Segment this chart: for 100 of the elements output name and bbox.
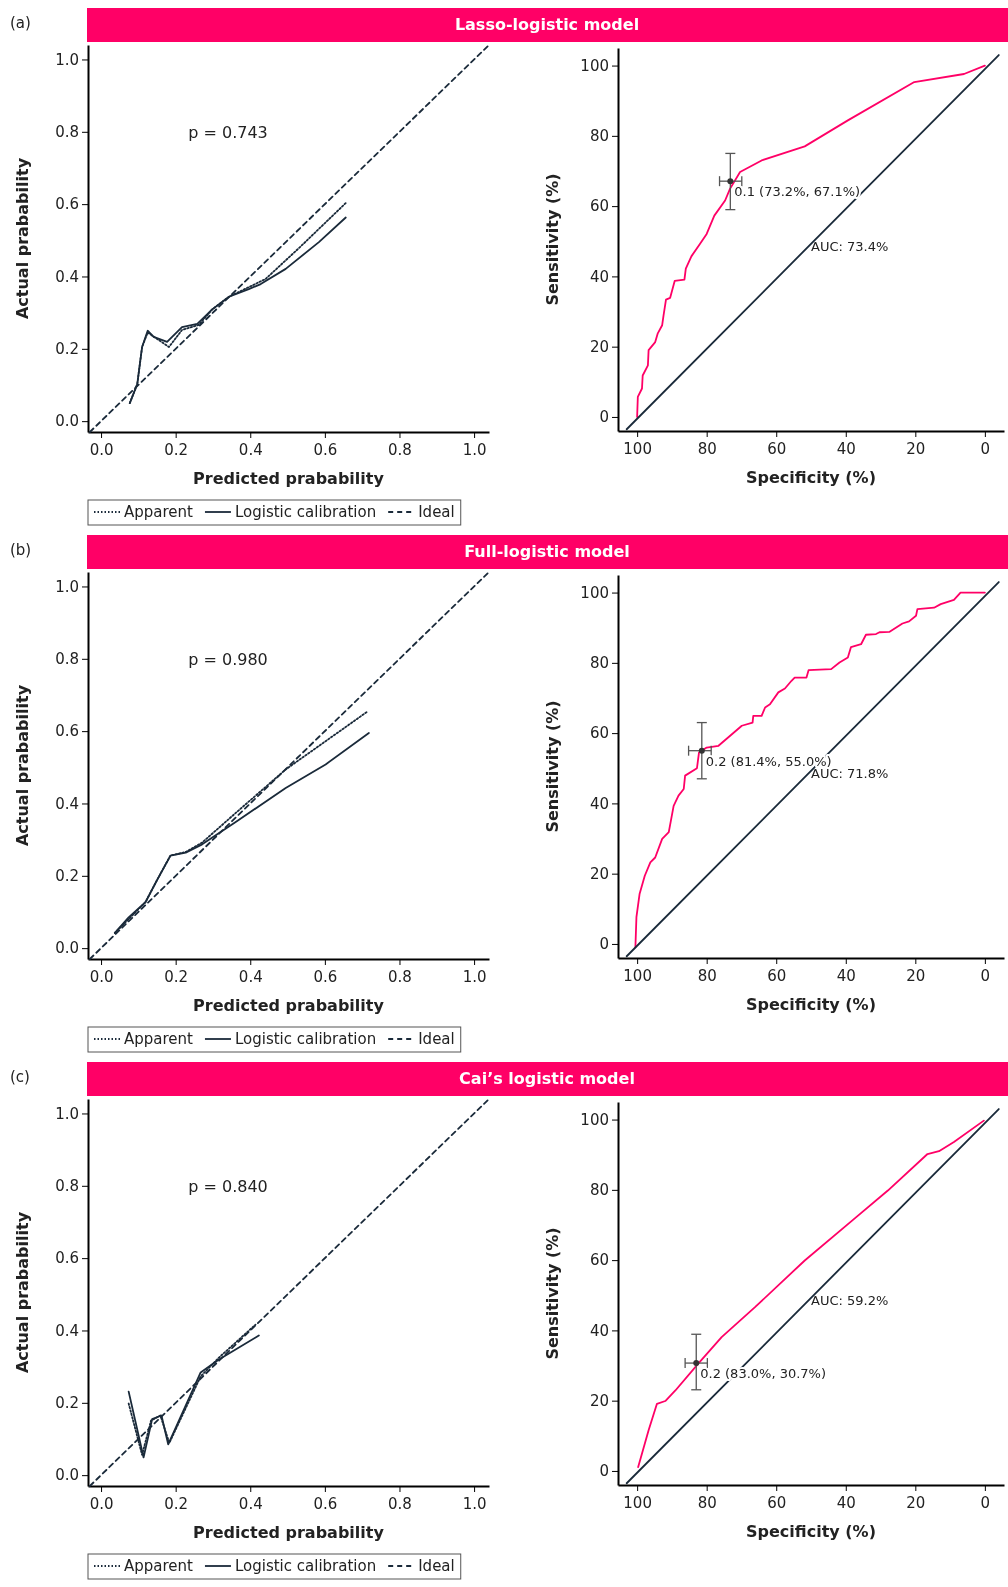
y-tick-label: 1.0: [55, 1104, 79, 1123]
y-tick-label: 0: [599, 1462, 609, 1481]
text: (b): [10, 541, 32, 559]
y-tick-label: 1.0: [55, 577, 79, 596]
y-tick-label: 0.6: [55, 1249, 79, 1268]
x-tick-label: 0.2: [164, 1494, 189, 1513]
y-tick-label: 0.8: [55, 650, 79, 669]
y-tick-label: 40: [589, 1321, 609, 1340]
y-tick-label: 60: [589, 724, 609, 743]
y-tick-label: 0.2: [55, 867, 79, 886]
x-tick-label: 60: [767, 439, 787, 458]
x-tick-label: 0.6: [313, 440, 338, 459]
annotation: 0.1 (73.2%, 67.1%): [734, 184, 861, 200]
x-tick-label: 0.0: [89, 967, 114, 986]
y-tick-label: 0.4: [55, 794, 79, 813]
x-tick-label: 100: [623, 1493, 652, 1512]
text: Cai’s logistic model: [459, 1069, 635, 1088]
text: Lasso-logistic model: [454, 15, 640, 34]
x-tick-label: 20: [906, 966, 926, 985]
text: (c): [10, 1068, 30, 1086]
x-tick-label: 0.2: [164, 967, 189, 986]
y-tick-label: 20: [589, 337, 609, 356]
y-axis-title: Sensitivity (%): [543, 700, 562, 833]
legend-label: Logistic calibration: [234, 1030, 377, 1048]
x-axis-title: Predicted prabability: [193, 996, 385, 1015]
y-tick-label: 0.6: [55, 195, 79, 214]
y-tick-label: 0.4: [55, 267, 79, 286]
legend-label: Logistic calibration: [234, 503, 377, 521]
x-axis-title: Predicted prabability: [193, 1523, 385, 1542]
y-tick-label: 1.0: [55, 50, 79, 69]
x-tick-label: 1.0: [462, 440, 487, 459]
annotation: p = 0.743: [188, 122, 268, 142]
text: (a): [10, 14, 31, 32]
x-tick-label: 0.8: [388, 440, 412, 459]
x-tick-label: 0: [980, 1493, 991, 1512]
y-tick-label: 100: [580, 1110, 609, 1129]
x-tick-label: 0.8: [388, 967, 412, 986]
legend-label: Ideal: [418, 1557, 455, 1575]
legend-label: Apparent: [124, 503, 194, 521]
y-tick-label: 40: [589, 794, 609, 813]
y-tick-label: 20: [589, 864, 609, 883]
x-tick-label: 0.0: [89, 1494, 114, 1513]
y-tick-label: 0.0: [55, 412, 79, 431]
legend-label: Apparent: [124, 1557, 194, 1575]
x-tick-label: 20: [906, 439, 926, 458]
x-tick-label: 0.0: [89, 440, 114, 459]
x-tick-label: 40: [836, 439, 856, 458]
y-tick-label: 60: [589, 1251, 609, 1270]
y-axis-title: Actual prabability: [13, 1211, 32, 1374]
x-tick-label: 0.6: [313, 967, 338, 986]
x-tick-label: 0.4: [238, 440, 263, 459]
x-axis-title: Specificity (%): [746, 995, 876, 1014]
y-tick-label: 0.0: [55, 939, 79, 958]
y-axis-title: Actual prabability: [13, 684, 32, 847]
y-tick-label: 100: [580, 583, 609, 602]
legend-label: Ideal: [418, 503, 455, 521]
legend-label: Logistic calibration: [234, 1557, 377, 1575]
y-axis-title: Sensitivity (%): [543, 1227, 562, 1360]
x-tick-label: 100: [623, 439, 652, 458]
x-tick-label: 20: [906, 1493, 926, 1512]
y-tick-label: 60: [589, 197, 609, 216]
text: Full-logistic model: [464, 542, 630, 561]
x-tick-label: 60: [767, 966, 787, 985]
x-tick-label: 80: [697, 1493, 717, 1512]
y-tick-label: 0.2: [55, 1394, 79, 1413]
x-tick-label: 0.2: [164, 440, 189, 459]
x-tick-label: 0: [980, 439, 991, 458]
x-tick-label: 0: [980, 966, 991, 985]
y-tick-label: 0.8: [55, 123, 79, 142]
x-axis-title: Predicted prabability: [193, 469, 385, 488]
y-tick-label: 0.8: [55, 1177, 79, 1196]
y-tick-label: 20: [589, 1391, 609, 1410]
x-axis-title: Specificity (%): [746, 1522, 876, 1541]
x-tick-label: 1.0: [462, 1494, 487, 1513]
y-tick-label: 0.6: [55, 722, 79, 741]
x-tick-label: 40: [836, 966, 856, 985]
legend-label: Apparent: [124, 1030, 194, 1048]
y-tick-label: 0.2: [55, 340, 79, 359]
x-tick-label: 80: [697, 439, 717, 458]
y-tick-label: 80: [589, 1181, 609, 1200]
annotation: p = 0.980: [188, 649, 268, 669]
y-tick-label: 0: [599, 408, 609, 427]
x-tick-label: 0.6: [313, 1494, 338, 1513]
annotation: AUC: 73.4%: [811, 238, 889, 254]
annotation: p = 0.840: [188, 1176, 268, 1196]
legend-label: Ideal: [418, 1030, 455, 1048]
x-tick-label: 1.0: [462, 967, 487, 986]
x-tick-label: 0.4: [238, 967, 263, 986]
y-tick-label: 0.4: [55, 1321, 79, 1340]
y-tick-label: 80: [589, 654, 609, 673]
x-tick-label: 0.4: [238, 1494, 263, 1513]
y-tick-label: 80: [589, 127, 609, 146]
y-axis-title: Actual prabability: [13, 157, 32, 320]
x-tick-label: 80: [697, 966, 717, 985]
y-tick-label: 40: [589, 267, 609, 286]
x-tick-label: 60: [767, 1493, 787, 1512]
y-tick-label: 0.0: [55, 1466, 79, 1485]
y-tick-label: 100: [580, 56, 609, 75]
x-tick-label: 40: [836, 1493, 856, 1512]
annotation: AUC: 59.2%: [811, 1292, 889, 1308]
